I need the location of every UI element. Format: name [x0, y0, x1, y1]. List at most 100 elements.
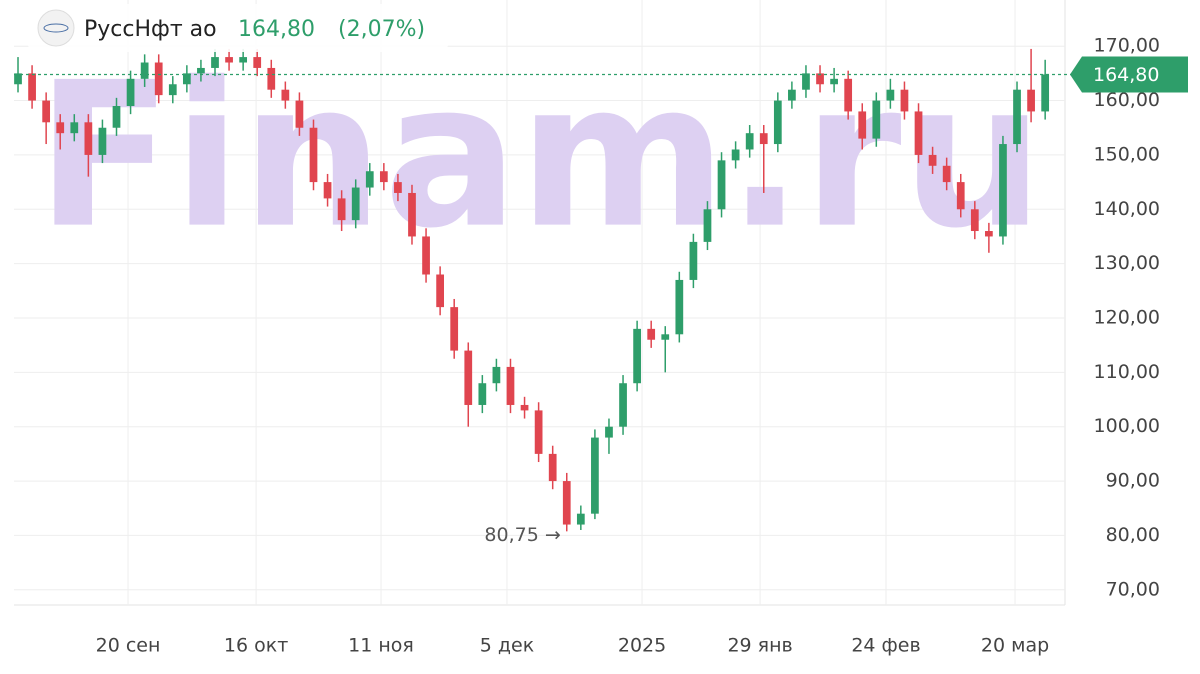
min-annotation: 80,75 → [484, 524, 560, 546]
candle-body [14, 73, 22, 85]
price-badge-label: 164,80 [1093, 64, 1159, 86]
candle-body [970, 209, 979, 232]
candle-body [70, 122, 79, 134]
candle-body [1041, 74, 1050, 112]
candle-body [351, 187, 360, 221]
candle-body [703, 209, 712, 242]
candle-body [422, 236, 430, 275]
y-tick-label: 130,00 [1094, 252, 1160, 274]
y-tick-label: 80,00 [1106, 524, 1160, 546]
candle-body [154, 62, 163, 96]
candle-body [562, 481, 571, 525]
candle-body [1027, 89, 1035, 112]
x-tick-label: 24 фев [851, 635, 920, 657]
y-tick-label: 70,00 [1106, 578, 1160, 600]
y-tick-label: 110,00 [1094, 361, 1160, 383]
y-tick-label: 150,00 [1094, 143, 1160, 165]
x-tick-label: 11 ноя [348, 635, 414, 657]
candle-body [197, 67, 205, 74]
candle-body [745, 133, 754, 150]
x-tick-label: 20 сен [96, 635, 161, 657]
candle-body [436, 274, 444, 308]
candle-body [98, 127, 107, 155]
candle-body [28, 73, 36, 101]
candle-body [112, 105, 121, 128]
candle-body [788, 89, 796, 101]
candle-body [999, 144, 1007, 237]
y-tick-label: 170,00 [1094, 35, 1160, 57]
candle-body [830, 78, 838, 85]
y-tick-label: 100,00 [1094, 415, 1160, 437]
x-tick-label: 29 янв [727, 635, 792, 657]
ticker-name: РуссНфт ао [84, 17, 217, 42]
candle-body [267, 67, 276, 90]
logo-mark [43, 23, 69, 33]
y-tick-label: 120,00 [1094, 306, 1160, 328]
candle-body [802, 73, 810, 90]
candle-body [211, 57, 219, 68]
candle-body [84, 122, 93, 155]
candle-body [872, 100, 881, 139]
candle-body [365, 171, 374, 188]
candle-body [576, 513, 585, 525]
candle-body [239, 57, 248, 63]
candle-body [168, 84, 177, 96]
candle-body [844, 78, 853, 112]
candle-body [773, 100, 782, 145]
candle-body [492, 366, 501, 384]
candle-body [394, 182, 402, 193]
candle-body [633, 328, 641, 384]
x-tick-label: 5 дек [480, 635, 534, 657]
candle-body [464, 350, 473, 405]
candle-body [450, 307, 459, 351]
candle-body [661, 334, 670, 340]
candle-body [717, 160, 726, 210]
watermark: Finam.ru [36, 40, 1044, 273]
candle-body [182, 73, 191, 85]
candle-body [478, 383, 487, 405]
candle-body [675, 279, 684, 335]
candle-body [619, 383, 627, 427]
candle-body [281, 89, 290, 101]
header-bg [28, 4, 448, 52]
candle-body [42, 100, 51, 123]
candle-body [309, 127, 318, 183]
x-tick-label: 2025 [618, 635, 666, 657]
candle-body [914, 111, 923, 155]
candle-body [337, 198, 346, 221]
candle-body [506, 366, 515, 405]
y-tick-label: 90,00 [1106, 470, 1160, 492]
candle-body [140, 62, 149, 79]
candle-body [928, 154, 937, 166]
candle-body [900, 89, 909, 112]
candle-body [548, 453, 557, 482]
candle-body [956, 182, 965, 210]
candle-body [605, 426, 613, 438]
x-tick-label: 20 мар [981, 635, 1049, 657]
candle-body [591, 437, 599, 514]
candle-body [534, 410, 543, 454]
candle-body [253, 57, 262, 68]
candle-body [225, 57, 233, 63]
candle-body [858, 111, 867, 139]
candle-body [731, 149, 740, 161]
candle-body [408, 192, 416, 237]
y-tick-label: 140,00 [1094, 198, 1160, 220]
candle-body [323, 182, 332, 199]
candle-body [647, 328, 656, 340]
candle-body [295, 100, 304, 128]
candle-body [985, 231, 993, 237]
header-change: (2,07%) [338, 17, 425, 42]
candle-body [816, 73, 824, 85]
x-tick-label: 16 окт [224, 635, 288, 657]
candle-body [379, 171, 388, 183]
header-price: 164,80 [238, 17, 315, 42]
price-badge [1070, 56, 1188, 93]
candle-body [520, 404, 529, 411]
candle-body [759, 133, 768, 145]
logo [37, 9, 75, 47]
candle-body [689, 241, 698, 280]
candle-body [56, 122, 65, 134]
